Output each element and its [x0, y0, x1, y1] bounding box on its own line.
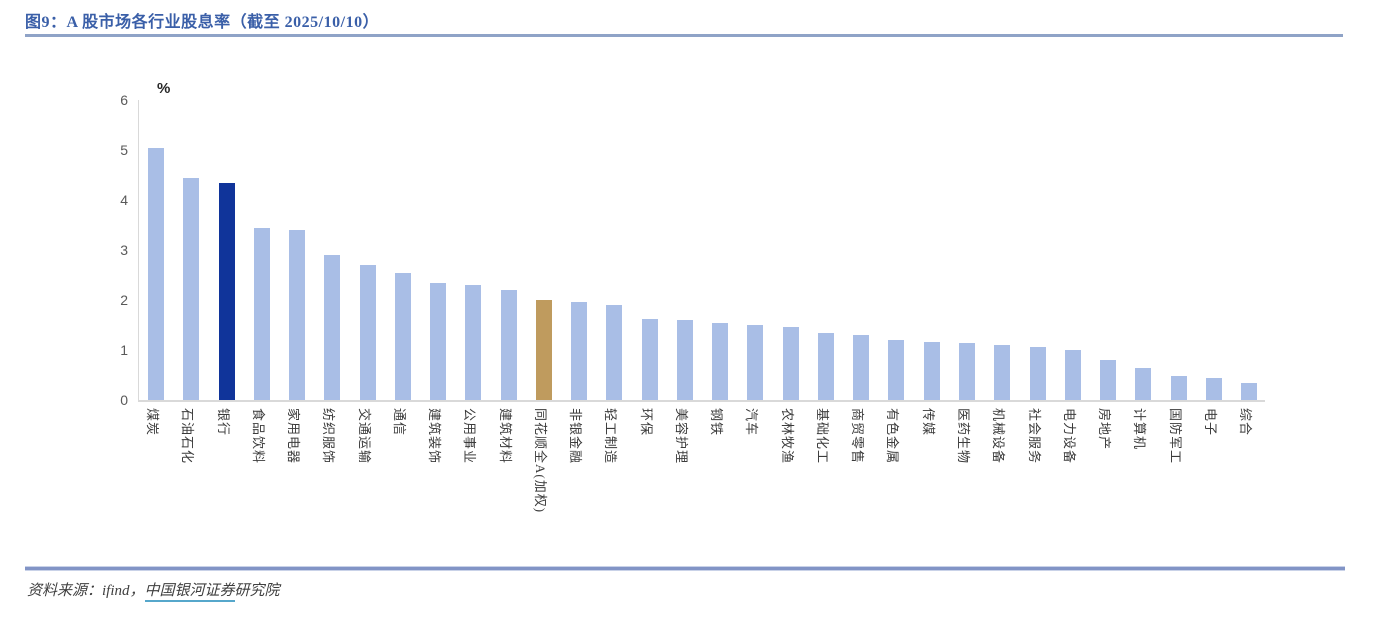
bar-社会服务 [1029, 346, 1046, 400]
x-axis-label: 综合 [1238, 408, 1254, 437]
bar-纺织服饰 [324, 255, 341, 400]
bar-电力设备 [1064, 350, 1081, 400]
x-axis-label: 通信 [391, 408, 407, 437]
x-axis-label: 机械设备 [991, 408, 1007, 465]
bar-基础化工 [817, 332, 834, 400]
bar-计算机 [1135, 367, 1152, 400]
bar-国防军工 [1170, 376, 1187, 400]
x-axis-label: 石油石化 [180, 408, 196, 465]
bar-综合 [1241, 382, 1258, 400]
bar-建筑装饰 [430, 282, 447, 400]
plot-area: 煤炭 石油石化 银行 食品饮料 家用电器 纺织服饰 交通运输 通信 建筑装饰 公用事业 建筑材料 同花… [138, 100, 1265, 513]
x-axis-label: 煤炭 [145, 408, 160, 437]
bar-煤炭 [148, 147, 164, 400]
x-axis-label: 医药生物 [955, 408, 971, 465]
x-axis-label: 建筑材料 [497, 408, 513, 465]
x-axis-label: 非银金融 [568, 408, 584, 465]
x-axis-label: 国防军工 [1167, 408, 1183, 465]
x-axis-label: 房地产 [1097, 408, 1113, 451]
x-axis-label: 家用电器 [286, 408, 302, 465]
bar-美容护理 [676, 320, 693, 400]
bar-食品饮料 [253, 227, 270, 400]
x-axis-label: 汽车 [744, 408, 760, 437]
y-axis-tick: 0 [120, 392, 128, 408]
x-axis-label: 同花顺全A(加权) [532, 408, 548, 514]
bar-公用事业 [465, 285, 482, 400]
source-suffix: 研究院 [234, 583, 280, 599]
bar-传媒 [923, 341, 940, 400]
x-axis-label: 基础化工 [814, 408, 830, 465]
bar-环保 [641, 319, 658, 400]
figure-title: 图9：A 股市场各行业股息率（截至 2025/10/10） [25, 14, 380, 31]
x-axis-label: 美容护理 [673, 408, 689, 465]
bar-汽车 [747, 325, 764, 400]
bar-有色金属 [888, 340, 905, 400]
y-axis-tick: 1 [120, 342, 128, 358]
bar-石油石化 [183, 177, 200, 400]
bar-房地产 [1100, 360, 1117, 400]
y-axis-tick: 2 [120, 292, 128, 308]
x-axis-label: 环保 [638, 408, 654, 437]
top-divider [25, 34, 1343, 37]
bar-机械设备 [994, 345, 1011, 400]
source-note: 资料来源：ifind，中国银河证券研究院 [27, 579, 280, 602]
y-axis-tick: 6 [120, 92, 128, 108]
bar-商贸零售 [853, 335, 870, 400]
x-axis-label: 纺织服饰 [321, 408, 337, 465]
bottom-divider [25, 567, 1345, 570]
bar-轻工制造 [606, 305, 623, 400]
bar-银行 [218, 182, 235, 400]
bar-交通运输 [359, 265, 376, 400]
source-link[interactable]: 中国银河证券 [144, 583, 235, 602]
x-axis-label: 交通运输 [356, 408, 372, 465]
x-axis-label: 建筑装饰 [427, 408, 443, 465]
bar-电子 [1205, 377, 1222, 400]
x-axis-label: 电子 [1202, 408, 1218, 437]
x-axis-label: 有色金属 [885, 408, 901, 465]
bar-医药生物 [958, 342, 975, 400]
y-axis-tick: 3 [120, 242, 128, 258]
bar-同花顺全A(加权) [535, 300, 552, 400]
bar-建筑材料 [500, 290, 517, 400]
x-axis-label: 计算机 [1132, 408, 1148, 451]
source-prefix: 资料来源：ifind， [27, 583, 145, 599]
x-axis-label: 公用事业 [462, 408, 478, 465]
bar-通信 [394, 272, 411, 400]
y-axis-tick: 5 [120, 142, 128, 158]
y-axis: 0 1 2 3 4 5 6 [95, 92, 128, 408]
x-axis-label: 银行 [215, 408, 231, 437]
bar-钢铁 [712, 322, 729, 400]
x-axis-label: 钢铁 [709, 408, 725, 437]
x-axis-label: 传媒 [920, 408, 936, 437]
x-axis-label: 轻工制造 [603, 408, 619, 465]
bar-非银金融 [571, 301, 588, 400]
x-axis-label: 商贸零售 [850, 408, 866, 465]
x-axis-label: 农林牧渔 [779, 408, 795, 465]
y-axis-unit-label: % [157, 80, 171, 97]
x-axis-label: 电力设备 [1061, 408, 1077, 465]
bar-农林牧渔 [782, 326, 799, 400]
y-axis-tick: 4 [120, 192, 128, 208]
x-axis-label: 食品饮料 [250, 408, 266, 465]
x-axis-label: 社会服务 [1026, 408, 1042, 465]
bar-家用电器 [289, 230, 306, 400]
